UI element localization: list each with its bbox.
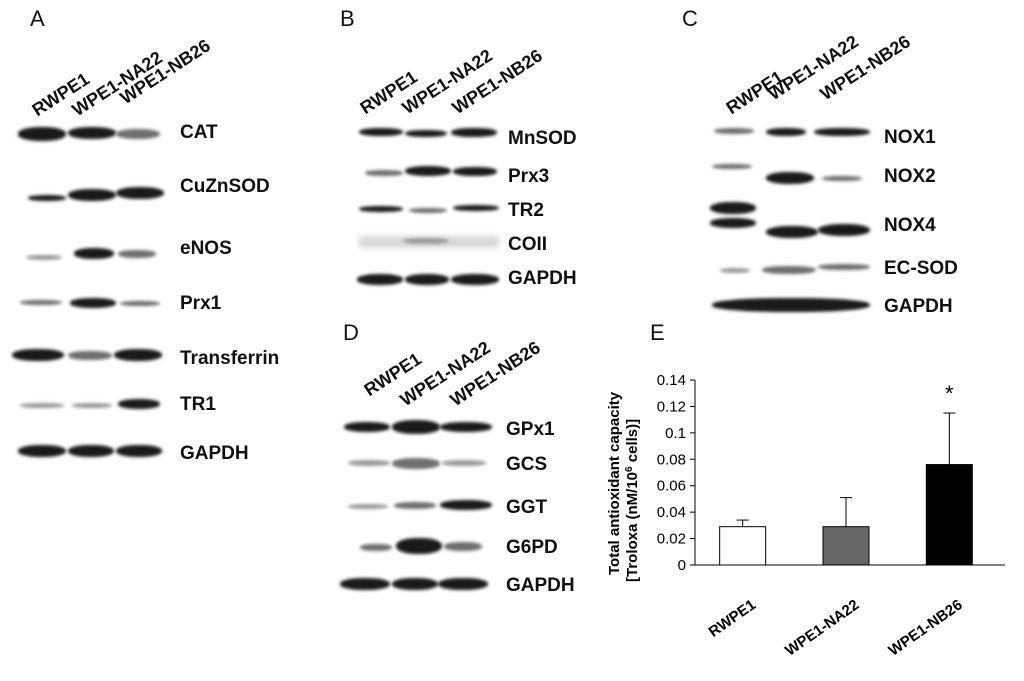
y-axis-label-superscript: 6 [624, 466, 635, 472]
y-tick-label: 0 [678, 557, 686, 574]
antioxidant-bar-chart: Total antioxidant capacity [Troloxa (nM/… [606, 372, 1005, 660]
panel-a-label-prx1: Prx1 [180, 293, 222, 314]
panel-a-letter: A [30, 6, 45, 31]
y-axis-label-line2-end: cells)] [624, 419, 641, 467]
panel-a-label-transferrin: Transferrin [180, 348, 280, 369]
y-tick-label: 0.12 [657, 398, 686, 415]
panel-d-label-gapdh: GAPDH [506, 575, 575, 596]
y-axis-label-line1: Total antioxidant capacity [606, 391, 623, 575]
panel-d-label-gcs: GCS [506, 454, 548, 475]
x-tick-label: RWPE1 [706, 596, 759, 640]
bar-rwpe1 [719, 526, 767, 566]
panel-a-label-cat: CAT [180, 122, 218, 143]
panel-c-label-ecsod: EC-SOD [884, 258, 958, 279]
bar-wpe1-nb26 [925, 464, 973, 566]
x-tick-label: WPE1-NA22 [782, 596, 862, 659]
panel-b-label-coii: COII [508, 234, 548, 255]
panel-d-label-g6pd: G6PD [506, 537, 558, 558]
panel-e-letter: E [650, 320, 665, 345]
y-axis-label-line2: [Troloxa (nM/106 cells)] [624, 419, 642, 582]
panel-a-label-enos: eNOS [180, 238, 232, 259]
panel-c-blot [710, 118, 875, 323]
panel-d-label-gpx1: GPx1 [506, 419, 555, 440]
y-axis-label-line2-start: [Troloxa (nM/10 [624, 472, 641, 582]
panel-a-label-gapdh: GAPDH [180, 443, 249, 464]
panel-d-letter: D [343, 320, 359, 345]
panel-a-label-tr1: TR1 [180, 394, 216, 415]
y-tick-label: 0.02 [657, 531, 686, 548]
panel-a-blot [10, 115, 170, 475]
significance-marker: * [945, 381, 954, 406]
panel-b-letter: B [340, 6, 355, 31]
panel-c-label-nox1: NOX1 [884, 127, 936, 148]
chart-x-labels: RWPE1 WPE1-NA22 WPE1-NB26 [706, 596, 966, 659]
panel-c-label-nox4: NOX4 [884, 215, 936, 236]
panel-b-label-mnsod: MnSOD [508, 128, 577, 149]
y-tick-label: 0.14 [657, 372, 686, 389]
y-tick-label: 0.08 [657, 451, 686, 468]
panel-a-label-cuznsod: CuZnSOD [180, 176, 270, 197]
y-tick-label: 0.04 [657, 504, 686, 521]
panel-b-label-prx3: Prx3 [508, 166, 550, 187]
panel-b-label-gapdh: GAPDH [508, 268, 577, 289]
panel-c-label-nox2: NOX2 [884, 166, 936, 187]
panel-c-letter: C [682, 6, 698, 31]
chart-bars: * [719, 381, 973, 566]
panel-b-blot [355, 118, 505, 298]
y-tick-label: 0.06 [657, 478, 686, 495]
panel-b-label-tr2: TR2 [508, 200, 544, 221]
panel-d-label-ggt: GGT [506, 497, 548, 518]
panel-c-label-gapdh: GAPDH [884, 296, 953, 317]
chart-ticks: 0 0.02 0.04 0.06 0.08 0.1 0.12 0.14 [657, 372, 695, 574]
panel-d-blot [340, 412, 500, 602]
x-tick-label: WPE1-NB26 [886, 596, 966, 659]
bar-wpe1-na22 [822, 526, 870, 566]
y-tick-label: 0.1 [665, 425, 686, 442]
